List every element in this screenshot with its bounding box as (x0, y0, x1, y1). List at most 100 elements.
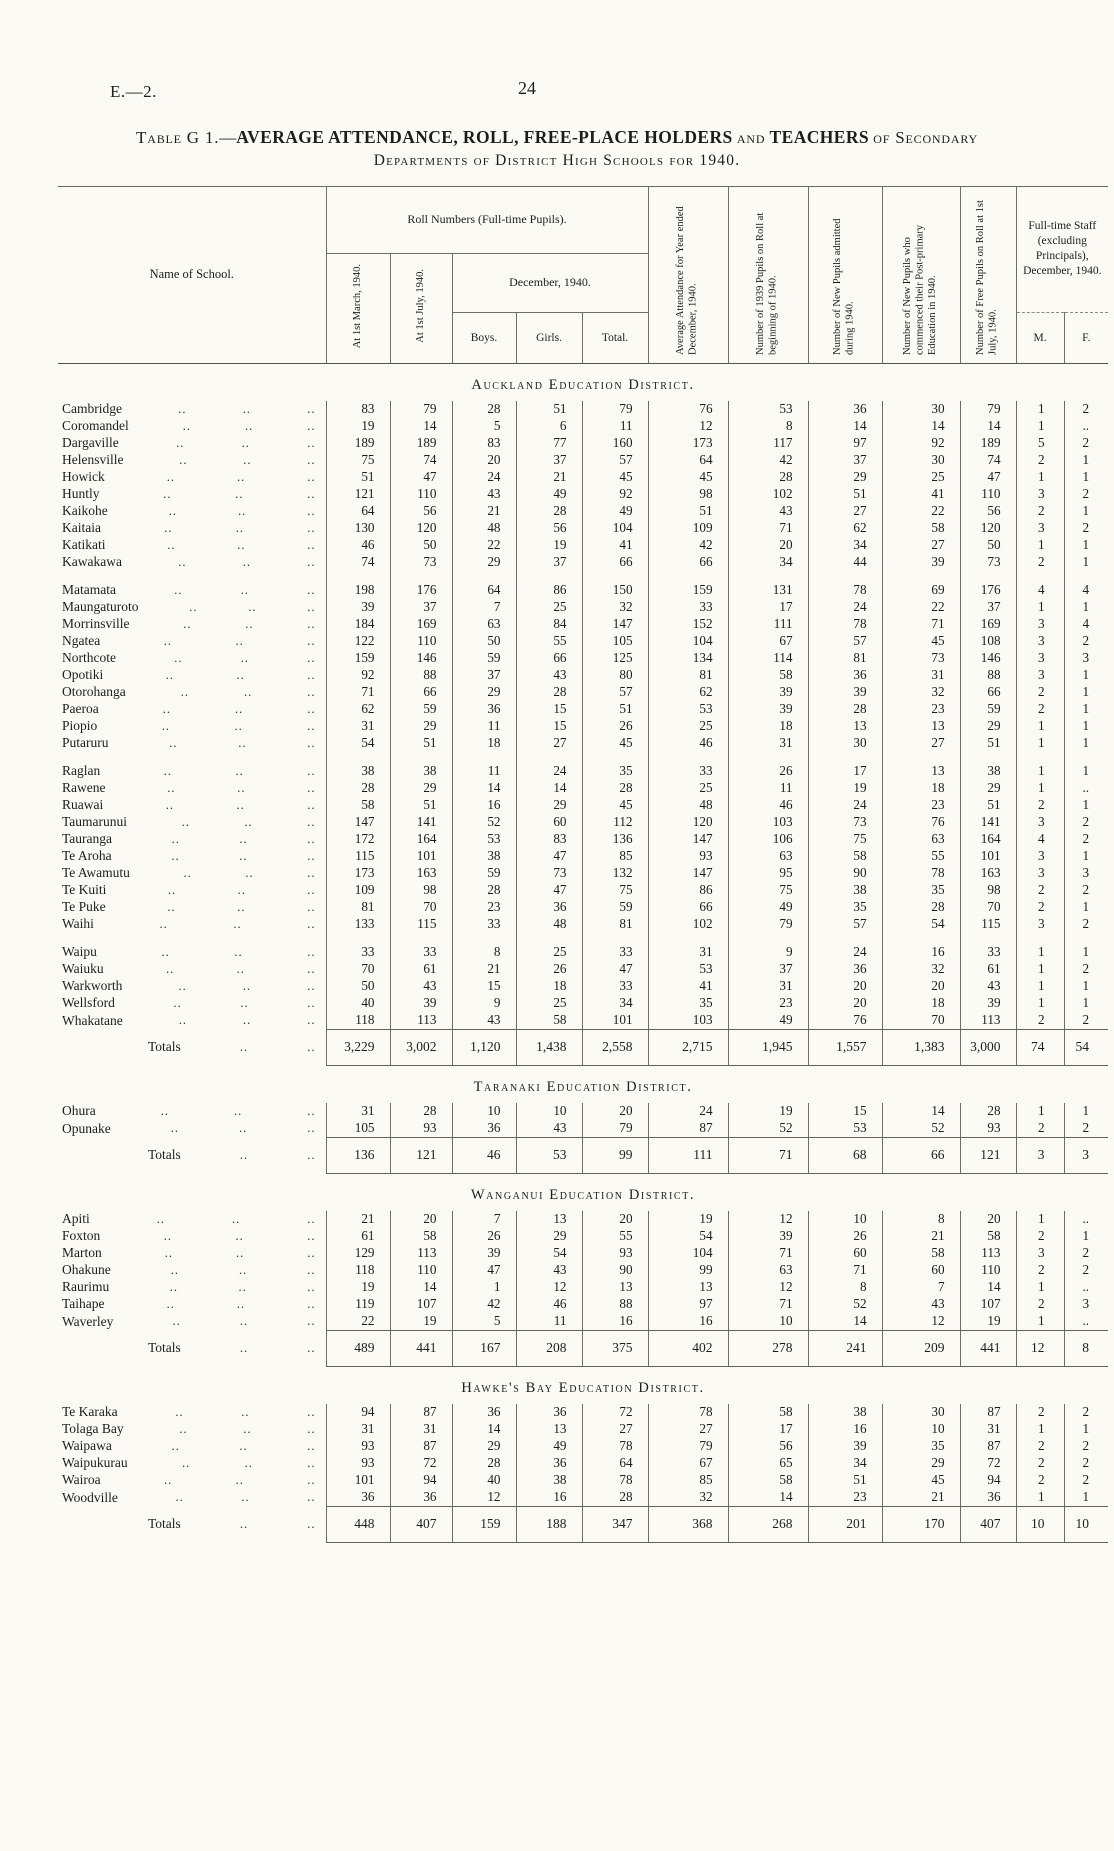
school-name-wrap: Katikati...... (58, 537, 326, 553)
value-cell: 189 (325, 434, 390, 452)
value-cell: 63 (727, 1261, 809, 1279)
title-and: and (736, 128, 766, 147)
value-cell: 278 (727, 1329, 809, 1367)
school-name-cell: Wairoa...... (58, 1472, 326, 1489)
table-body: Auckland Education District. Cambridge...… (58, 363, 1109, 1543)
value-cell: 347 (581, 1505, 649, 1543)
value-cell: 93 (389, 1119, 452, 1138)
value-cell: 188 (515, 1505, 582, 1543)
value-cell: 16 (581, 1312, 649, 1331)
value-cell: 105 (581, 632, 649, 650)
value-cell: 1 (1063, 994, 1109, 1012)
value-cell: 131 (727, 581, 809, 599)
value-cell: 50 (389, 536, 452, 554)
value-cell: 95 (727, 864, 809, 882)
value-cell: .. (1063, 1312, 1109, 1331)
value-cell: 1,438 (515, 1028, 582, 1066)
value-cell: 62 (807, 519, 883, 537)
value-cell: 34 (581, 994, 649, 1012)
value-cell: 53 (647, 960, 729, 978)
value-cell: 85 (581, 847, 649, 865)
school-name: Dargaville (62, 435, 119, 451)
dot-leader: .. (169, 735, 178, 750)
value-cell: 3,002 (389, 1028, 452, 1066)
value-cell: 87 (389, 1403, 452, 1421)
school-name-wrap: Te Puke...... (58, 899, 326, 915)
value-cell: 18 (881, 994, 961, 1012)
value-cell: 42 (451, 1295, 516, 1313)
value-cell: 51 (959, 734, 1017, 752)
dot-leader: .. (239, 1147, 249, 1162)
value-cell: 74 (389, 451, 452, 469)
value-cell: 117 (727, 434, 809, 452)
value-cell: 21 (515, 468, 582, 486)
table-row: Te Awamutu...... 173 163 59 73 132 147 95 90 78 16… (58, 864, 1109, 882)
value-cell: 24 (807, 796, 883, 814)
dot-leader: .. (175, 1404, 184, 1419)
dot-leader: .. (307, 435, 316, 450)
table-row: Marton...... 129 113 39 54 93 104 71 60 58 113 3 2 (58, 1244, 1109, 1262)
dot-leader: .. (174, 650, 183, 665)
value-cell: 23 (727, 994, 809, 1012)
value-cell: 1 (1015, 1488, 1065, 1507)
value-cell: 20 (959, 1210, 1017, 1228)
value-cell: 43 (389, 977, 452, 995)
value-cell: 32 (881, 960, 961, 978)
value-cell: 109 (325, 881, 390, 899)
table-row: Wairoa...... 101 94 40 38 78 85 58 51 45 94 2 2 (58, 1471, 1109, 1489)
school-name-wrap: Ruawai...... (58, 797, 326, 813)
value-cell: 29 (451, 683, 516, 701)
value-cell: 1 (1015, 762, 1065, 780)
dot-leader: .. (248, 599, 257, 614)
table-row: Waipawa...... 93 87 29 49 78 79 56 39 35 87 2 2 (58, 1437, 1109, 1455)
value-cell: 53 (647, 700, 729, 718)
value-cell: 58 (881, 519, 961, 537)
dot-leader: .. (307, 1211, 316, 1226)
school-name-cell: Te Awamutu...... (58, 865, 326, 882)
value-cell: 47 (451, 1261, 516, 1279)
value-cell: 42 (647, 536, 729, 554)
school-name: Howick (62, 469, 105, 485)
value-cell: 3 (1015, 666, 1065, 684)
value-cell: 60 (807, 1244, 883, 1262)
totals-label-wrap: Totals.... (58, 1516, 326, 1532)
value-cell: 5 (1015, 434, 1065, 452)
school-name: Rawene (62, 780, 106, 796)
value-cell: 28 (881, 898, 961, 916)
school-name-cell: Kaitaia...... (58, 520, 326, 537)
value-cell: 1 (1015, 1210, 1065, 1228)
school-name-wrap: Waverley...... (58, 1314, 326, 1330)
value-cell: 20 (881, 977, 961, 995)
value-cell: 113 (959, 1244, 1017, 1262)
school-name-wrap: Taumarunui...... (58, 814, 326, 830)
value-cell: 72 (959, 1454, 1017, 1472)
value-cell: 3 (1015, 615, 1065, 633)
dot-leader: .. (307, 1472, 316, 1487)
value-cell: 10 (1063, 1505, 1109, 1543)
value-cell: 102 (727, 485, 809, 503)
dot-leader: .. (233, 916, 242, 931)
dot-leader: .. (307, 520, 316, 535)
dot-leader: .. (240, 650, 249, 665)
school-name: Te Awamutu (62, 865, 130, 881)
value-cell: 101 (389, 847, 452, 865)
value-cell: 2 (1015, 1471, 1065, 1489)
value-cell: 1 (1063, 943, 1109, 961)
value-cell: 101 (959, 847, 1017, 865)
dot-leader: .. (234, 944, 243, 959)
school-name-cell: Paeroa...... (58, 701, 326, 718)
value-cell: 2 (1063, 632, 1109, 650)
school-name: Paeroa (62, 701, 99, 717)
table-row: Te Aroha...... 115 101 38 47 85 93 63 58 55 101 3 1 (58, 847, 1109, 865)
school-name-cell: Waihi...... (58, 916, 326, 933)
value-cell: 81 (325, 898, 390, 916)
dot-leader: .. (307, 961, 316, 976)
value-cell: 39 (959, 994, 1017, 1012)
value-cell: 61 (959, 960, 1017, 978)
value-cell: 62 (647, 683, 729, 701)
dot-leader: .. (234, 701, 244, 716)
value-cell: 19 (325, 417, 390, 435)
value-cell: 46 (647, 734, 729, 752)
dot-leader: .. (235, 633, 244, 648)
value-cell: 132 (581, 864, 649, 882)
